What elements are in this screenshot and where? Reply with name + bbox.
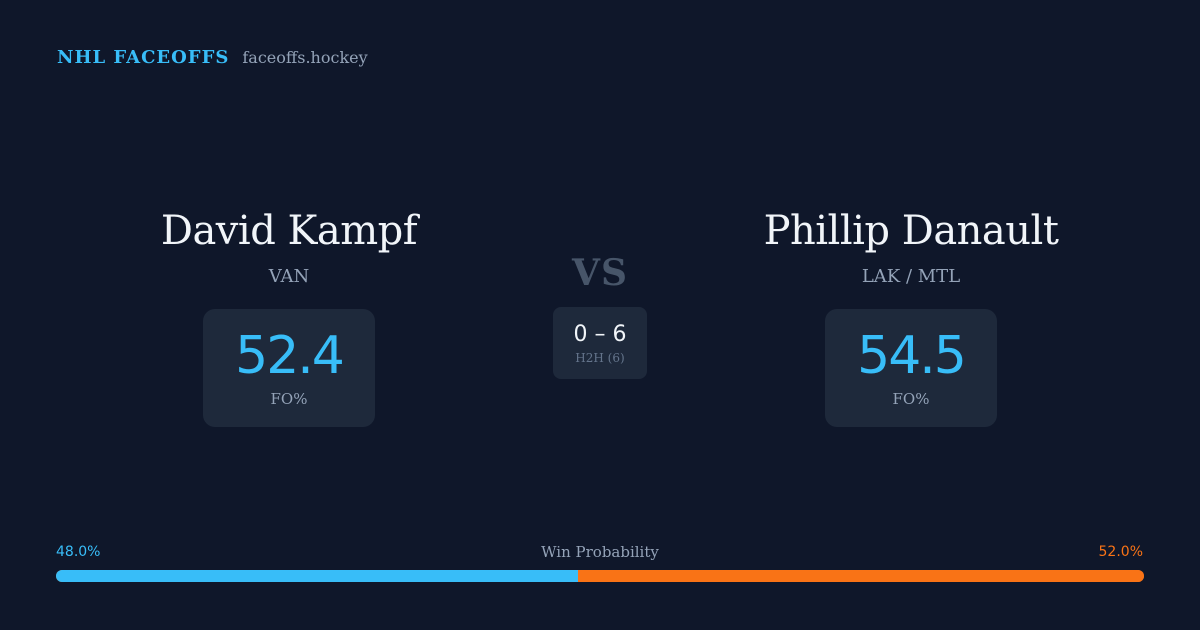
win-prob-bar [56,570,1144,582]
brand-name: NHL FACEOFFS [57,47,230,68]
player-left: David Kampf VAN 52.4 FO% [49,205,529,427]
player-right-name: Phillip Danault [763,208,1059,254]
player-right-stat-label: FO% [892,390,930,408]
win-prob-title: Win Probability [541,543,659,561]
brand-site: faceoffs.hockey [242,48,368,67]
player-right: Phillip Danault LAK / MTL 54.5 FO% [671,205,1151,427]
player-right-fo-pct: 54.5 [857,326,967,386]
player-right-stat-card: 54.5 FO% [825,309,997,427]
player-left-stat-card: 52.4 FO% [203,309,375,427]
vs-label: VS [572,252,628,294]
player-right-team: LAK / MTL [861,266,961,287]
h2h-card: 0 – 6 H2H (6) [553,307,647,379]
player-left-name: David Kampf [160,208,418,254]
win-prob-fill-right [578,570,1144,582]
h2h-score: 0 – 6 [573,321,627,347]
win-prob-fill-left [56,570,579,582]
win-prob-right-label: 52.0% [1098,544,1143,560]
player-left-team: VAN [268,266,310,287]
h2h-label: H2H (6) [575,350,625,365]
brand-header: NHL FACEOFFS faceoffs.hockey [57,47,368,68]
player-left-fo-pct: 52.4 [235,326,345,386]
win-prob-left-label: 48.0% [56,544,101,560]
player-left-stat-label: FO% [270,390,308,408]
